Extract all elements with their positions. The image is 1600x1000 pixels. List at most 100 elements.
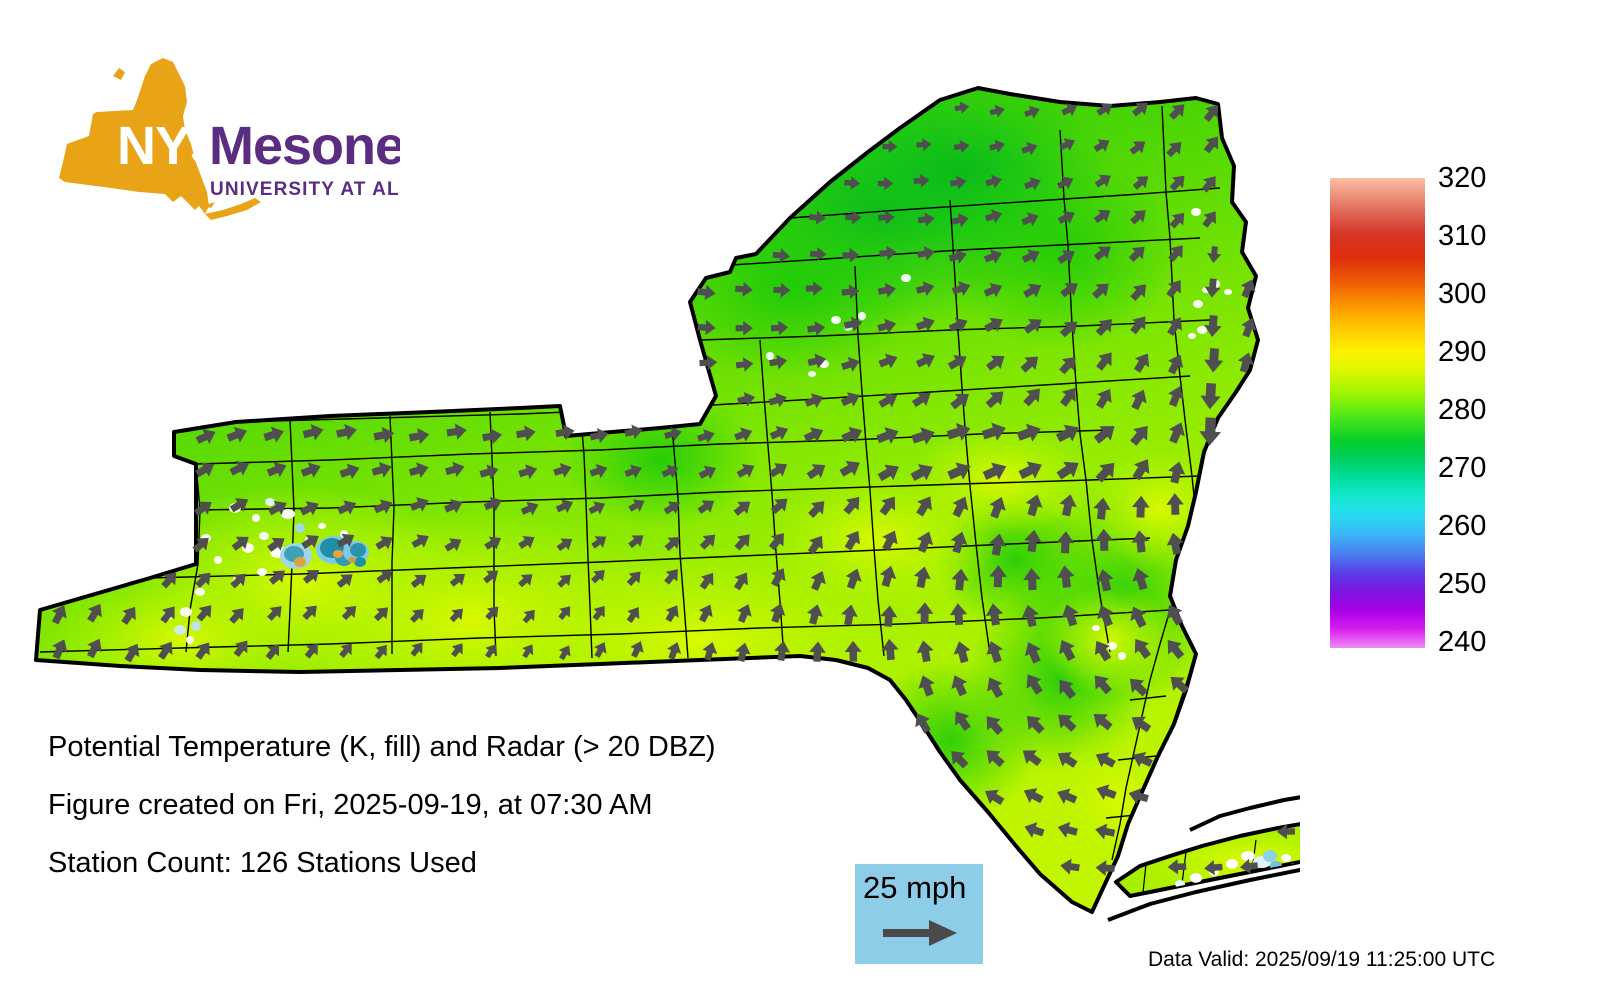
wind-arrow: [918, 675, 935, 697]
wind-arrow: [733, 501, 751, 516]
wind-arrow: [879, 245, 897, 261]
wind-arrow: [947, 355, 967, 370]
wind-arrow: [516, 425, 536, 442]
wind-arrow: [1056, 531, 1075, 554]
wind-arrow: [877, 464, 899, 482]
wind-arrow: [267, 537, 285, 552]
wind-arrow: [1199, 417, 1222, 446]
wind-arrow: [880, 605, 898, 627]
wind-arrow: [449, 608, 463, 623]
wind-arrow: [449, 573, 466, 587]
wind-arrow: [1060, 283, 1078, 298]
wind-arrow: [805, 281, 823, 296]
logo-mesonet-text: Mesonet: [209, 116, 400, 176]
wind-arrow: [1021, 249, 1040, 264]
wind-arrow: [233, 640, 248, 657]
wind-arrow: [374, 644, 387, 660]
wind-arrow: [371, 461, 392, 478]
wind-arrow: [839, 460, 860, 477]
wind-arrow: [1097, 605, 1114, 627]
wind-arrow: [339, 463, 360, 480]
wind-arrow: [954, 711, 971, 732]
wind-arrow: [1168, 422, 1185, 444]
wind-arrow: [1059, 138, 1075, 151]
wind-arrow: [1024, 642, 1041, 664]
wind-arrow: [195, 462, 215, 478]
wind-arrow: [337, 500, 357, 515]
wind-arrow: [953, 139, 970, 154]
wind-arrow: [522, 609, 535, 624]
wind-arrow: [809, 210, 826, 225]
wind-arrow: [911, 392, 931, 408]
wind-arrow: [408, 462, 429, 478]
wind-arrow: [1057, 250, 1075, 264]
wind-arrow: [951, 281, 971, 296]
wind-arrow: [1016, 423, 1041, 442]
wind-arrow: [1095, 860, 1115, 876]
wind-arrow: [734, 427, 753, 442]
wind-arrow: [160, 606, 175, 624]
wind-arrow: [810, 570, 826, 591]
wind-arrow: [845, 568, 862, 590]
logo-svg: NYS Mesonet UNIVERSITY AT ALBANY: [59, 58, 400, 220]
logo-nys-text: NYS: [117, 116, 225, 176]
wind-arrow: [87, 603, 102, 623]
wind-arrow: [556, 538, 573, 551]
wind-arrow: [1128, 246, 1145, 262]
wind-arrow: [952, 496, 969, 518]
wind-arrow: [916, 602, 934, 624]
wind-arrow: [1096, 388, 1112, 409]
wind-arrow: [877, 282, 896, 298]
wind-arrow: [699, 355, 718, 371]
caption-block: Potential Temperature (K, fill) and Rada…: [48, 718, 908, 892]
wind-arrow: [1167, 859, 1187, 875]
wind-arrow: [1094, 640, 1112, 662]
wind-arrow: [949, 175, 967, 190]
wind-arrow: [667, 642, 682, 660]
wind-arrow: [1203, 136, 1219, 154]
wind-arrow: [446, 423, 467, 440]
wind-arrow: [1060, 858, 1080, 875]
wind-arrow: [52, 639, 68, 660]
wind-arrow: [951, 750, 969, 769]
wind-arrow: [1133, 353, 1150, 373]
wind-arrow: [986, 750, 1005, 768]
wind-arrow: [626, 571, 641, 586]
new-york-state-map: [0, 40, 1300, 940]
wind-arrow: [301, 535, 319, 549]
wind-arrow: [553, 462, 572, 478]
wind-arrow: [774, 641, 791, 661]
wind-arrow: [879, 565, 897, 588]
wind-arrow: [520, 501, 539, 516]
colorbar-tick: 270: [1438, 452, 1487, 484]
wind-arrow: [1093, 497, 1111, 520]
wind-arrow: [628, 535, 644, 549]
wind-arrow: [558, 645, 571, 661]
wind-arrow: [1059, 639, 1076, 662]
nys-mesonet-logo: NYS Mesonet UNIVERSITY AT ALBANY: [55, 52, 400, 227]
wind-arrow: [664, 426, 682, 442]
wind-arrow: [984, 317, 1003, 333]
wind-arrow: [984, 209, 1003, 224]
wind-arrow: [375, 536, 393, 550]
wind-arrow: [984, 789, 1005, 805]
wind-arrow: [951, 213, 969, 228]
wind-arrow: [1094, 174, 1111, 188]
wind-arrow: [1166, 493, 1184, 515]
wind-arrow: [1131, 530, 1150, 553]
wind-arrow: [735, 320, 753, 336]
wind-arrow: [697, 500, 715, 514]
wind-vector-field: [51, 101, 1295, 876]
wind-arrow: [806, 604, 823, 625]
wind-arrow: [953, 641, 971, 664]
wind-arrow: [917, 246, 935, 261]
wind-arrow: [770, 568, 786, 587]
wind-arrow: [951, 568, 969, 591]
wind-arrow: [409, 609, 424, 623]
wind-arrow: [1093, 426, 1115, 444]
wind-speed-legend: 25 mph: [855, 864, 983, 964]
wind-arrow: [479, 464, 499, 480]
colorbar: 320 310 300 290 280 270 260 250 240: [1330, 162, 1580, 658]
wind-arrow: [1130, 284, 1146, 302]
wind-arrow: [699, 534, 716, 550]
